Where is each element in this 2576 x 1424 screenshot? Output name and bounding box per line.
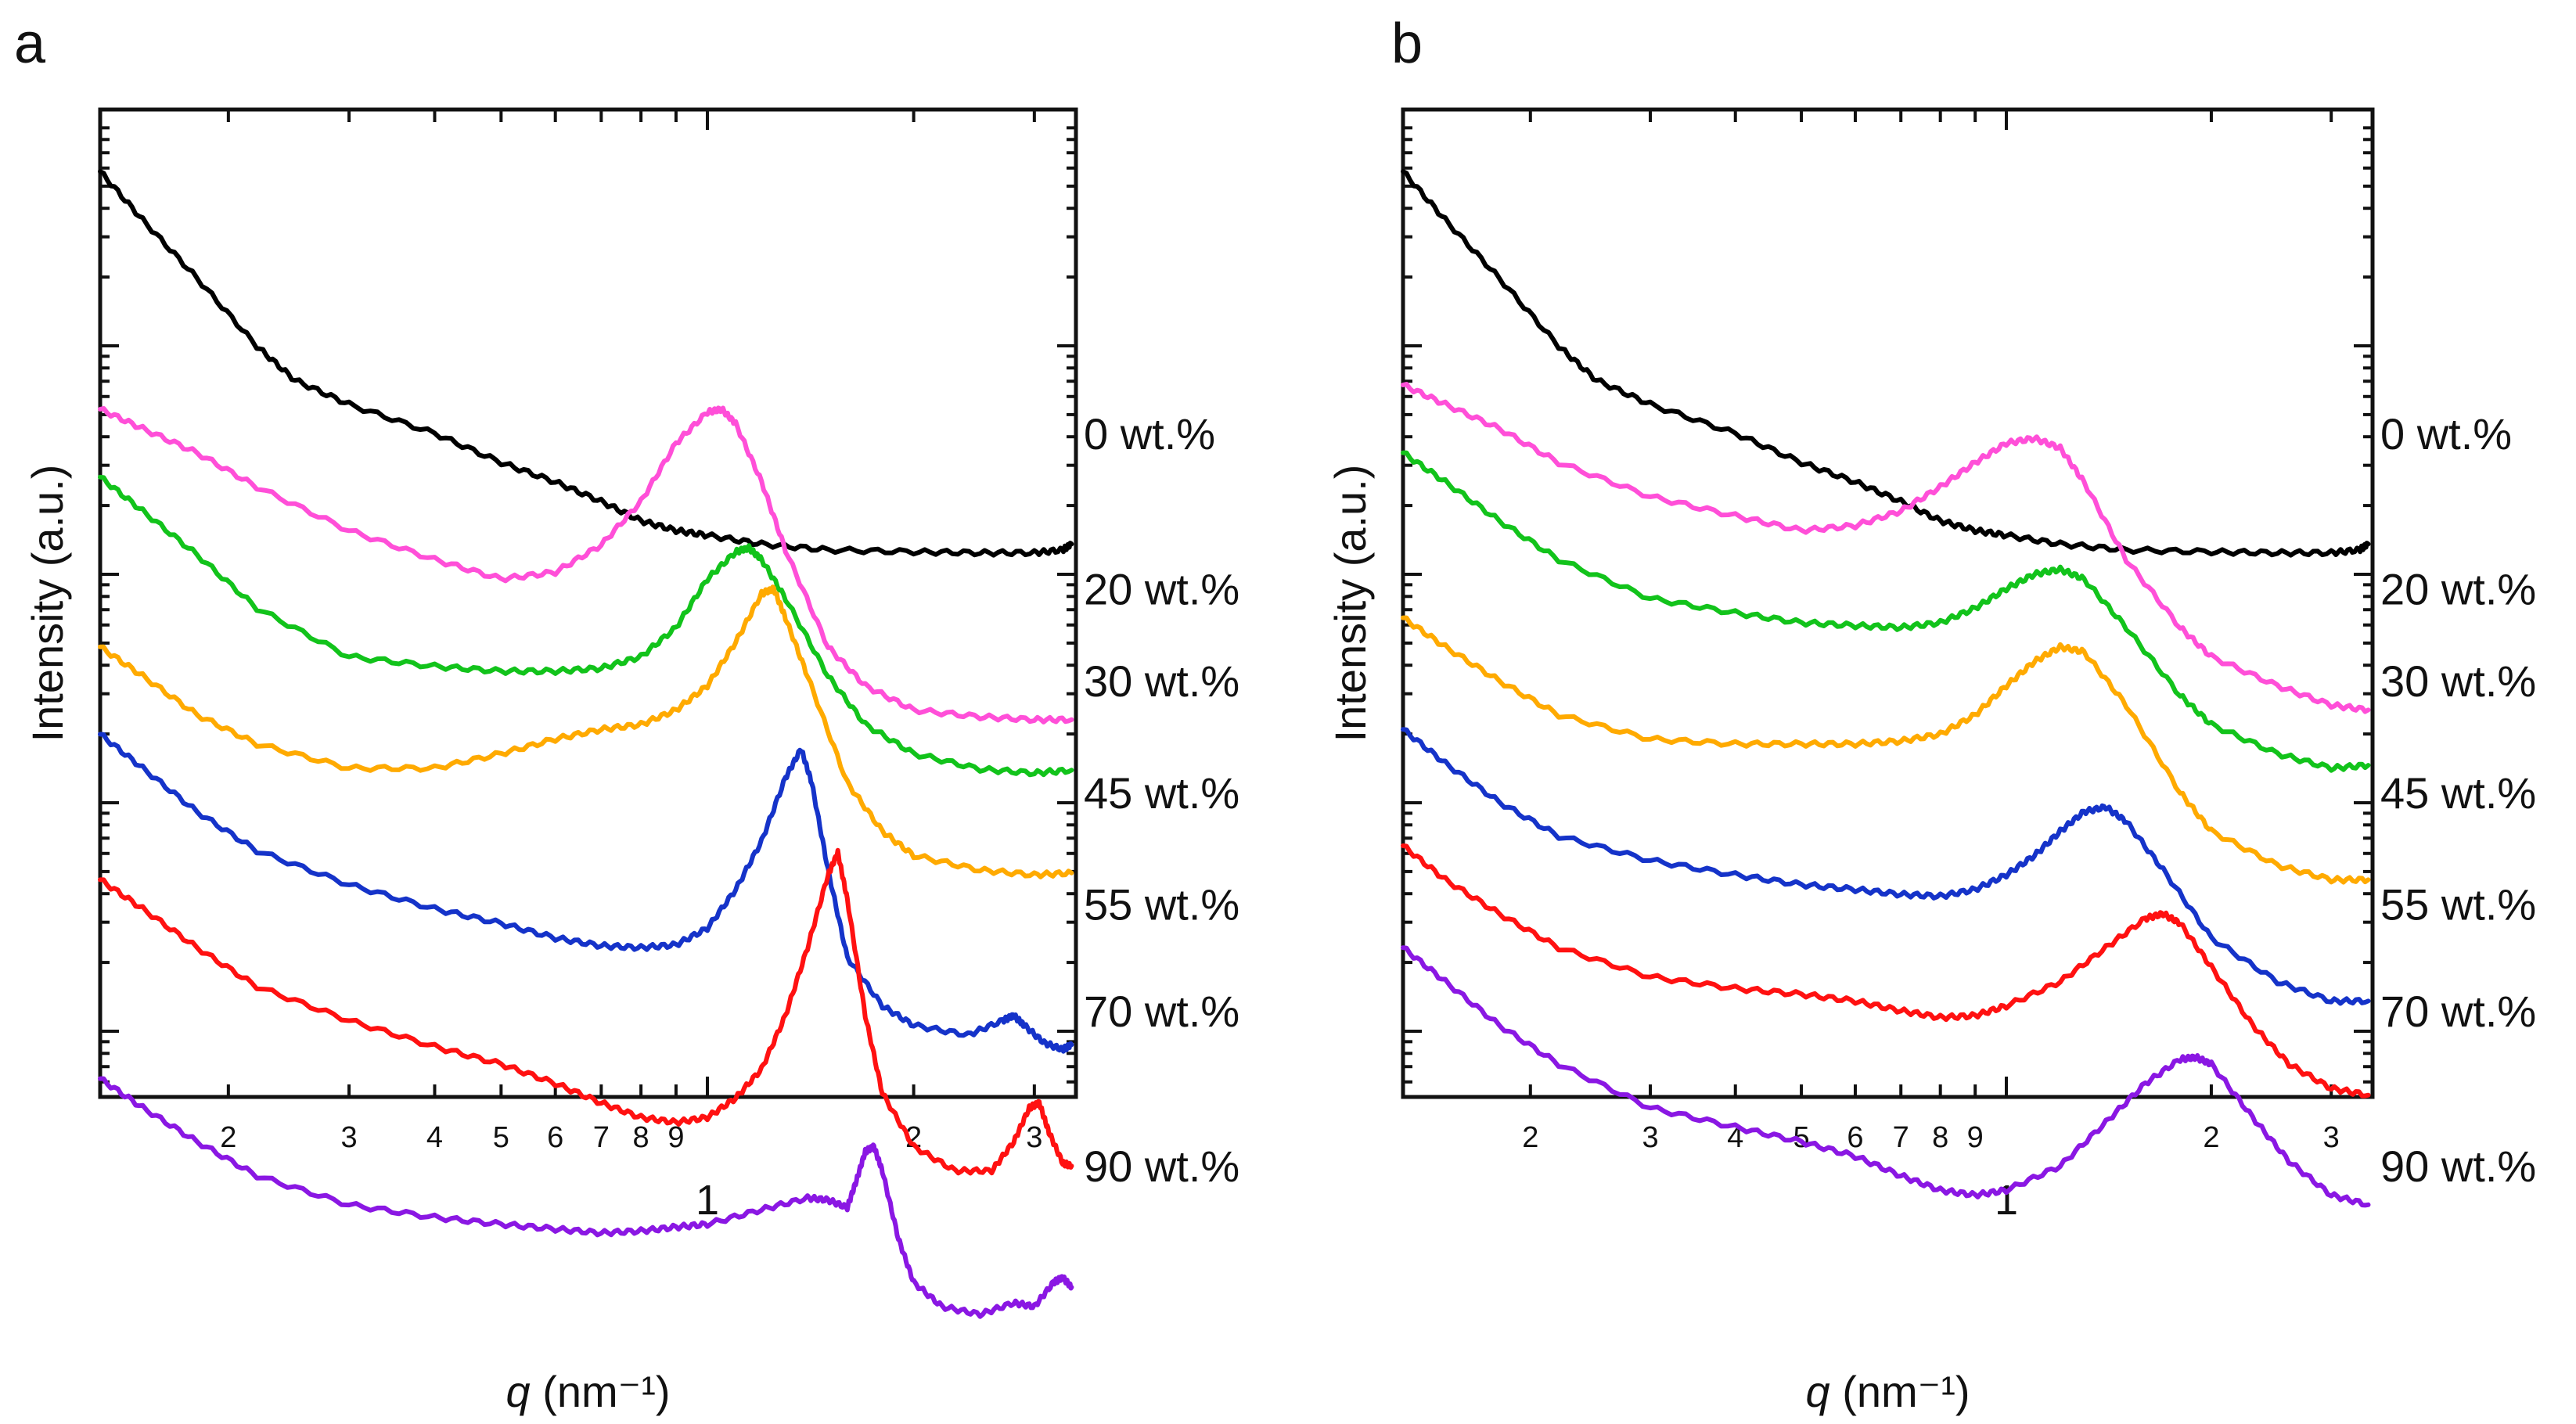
series-45wt-label: 45 wt.% <box>1084 768 1239 818</box>
x-axis-unit: (nm⁻¹) <box>531 1367 671 1416</box>
series-55wt-label: 55 wt.% <box>1084 879 1239 929</box>
series-0wt-curve <box>98 169 1074 558</box>
x-tick-label: 3 <box>340 1121 357 1154</box>
series-0wt-curve <box>1401 169 2371 558</box>
series-90wt-curve <box>98 1076 1074 1319</box>
panel-b: b2 3 4 5 6 7 8 9 2 31q (nm⁻¹)Intensity (a.u.)0 wt… <box>1326 13 2536 1416</box>
series-90wt-curve <box>1401 945 2371 1208</box>
x-tick-label: 6 <box>547 1121 563 1154</box>
series-45wt-curve <box>98 584 1074 879</box>
series-90wt-label: 90 wt.% <box>2380 1142 2536 1191</box>
series-20wt-label: 20 wt.% <box>1084 564 1239 613</box>
series-55wt-curve <box>98 732 1074 1054</box>
x-axis-variable: q <box>1805 1367 1829 1416</box>
series-70wt-curve <box>1401 843 2371 1099</box>
x-tick-label: 2 <box>2203 1121 2219 1154</box>
plot-frame <box>98 107 1078 1099</box>
series-0wt-label: 0 wt.% <box>2380 409 2512 458</box>
x-ticks <box>1528 110 2333 1097</box>
series-45wt-curve <box>1401 615 2371 885</box>
series-70wt-label: 70 wt.% <box>2380 987 2536 1036</box>
x-tick-label: 7 <box>1893 1121 1909 1154</box>
series-70wt-label: 70 wt.% <box>1084 987 1239 1036</box>
y-axis-label: Intensity (a.u.) <box>1326 465 1375 743</box>
x-ticks <box>226 110 1036 1097</box>
x-axis-unit: (nm⁻¹) <box>1830 1367 1970 1416</box>
x-tick-label: 2 <box>220 1121 236 1154</box>
series-30wt-label: 30 wt.% <box>1084 656 1239 706</box>
series-90wt-label: 90 wt.% <box>1084 1142 1239 1191</box>
panel-a: a2 3 4 5 6 7 8 9 2 31q (nm⁻¹)Intensity (a.u.)0 wt… <box>14 13 1239 1416</box>
panel-letter: b <box>1391 13 1423 75</box>
x-tick-label: 8 <box>633 1121 649 1154</box>
series-55wt-curve <box>1401 727 2371 1006</box>
series-45wt-label: 45 wt.% <box>2380 768 2536 818</box>
x-axis-variable: q <box>505 1367 530 1416</box>
x-tick-label: 6 <box>1847 1121 1863 1154</box>
series-70wt-curve <box>98 847 1074 1176</box>
x-tick-label: 3 <box>1642 1121 1658 1154</box>
x-tick-label: 7 <box>593 1121 610 1154</box>
x-tick-label: 4 <box>426 1121 443 1154</box>
x-tick-label: 3 <box>2323 1121 2340 1154</box>
x-tick-label: 9 <box>667 1121 684 1154</box>
y-ticks <box>1403 126 2373 1084</box>
panel-letter: a <box>14 13 46 75</box>
x-tick-label: 5 <box>493 1121 509 1154</box>
series-20wt-curve <box>1401 382 2371 714</box>
x-tick-label: 8 <box>1932 1121 1948 1154</box>
x-major-tick-label: 1 <box>696 1177 719 1224</box>
series-55wt-label: 55 wt.% <box>2380 879 2536 929</box>
series-20wt-curve <box>98 405 1074 725</box>
x-tick-label: 9 <box>1967 1121 1984 1154</box>
series-30wt-curve <box>1401 450 2371 773</box>
x-axis-label: q (nm⁻¹) <box>1805 1367 1970 1416</box>
series-30wt-curve <box>98 474 1074 778</box>
x-tick-label: 3 <box>1026 1121 1042 1154</box>
y-ticks <box>100 126 1076 1084</box>
series-0wt-label: 0 wt.% <box>1084 409 1215 458</box>
y-axis-label: Intensity (a.u.) <box>23 465 72 743</box>
series-20wt-label: 20 wt.% <box>2380 564 2536 613</box>
series-30wt-label: 30 wt.% <box>2380 656 2536 706</box>
plot-frame <box>1401 107 2375 1099</box>
x-tick-label: 2 <box>1522 1121 1538 1154</box>
x-axis-label: q (nm⁻¹) <box>505 1367 670 1416</box>
